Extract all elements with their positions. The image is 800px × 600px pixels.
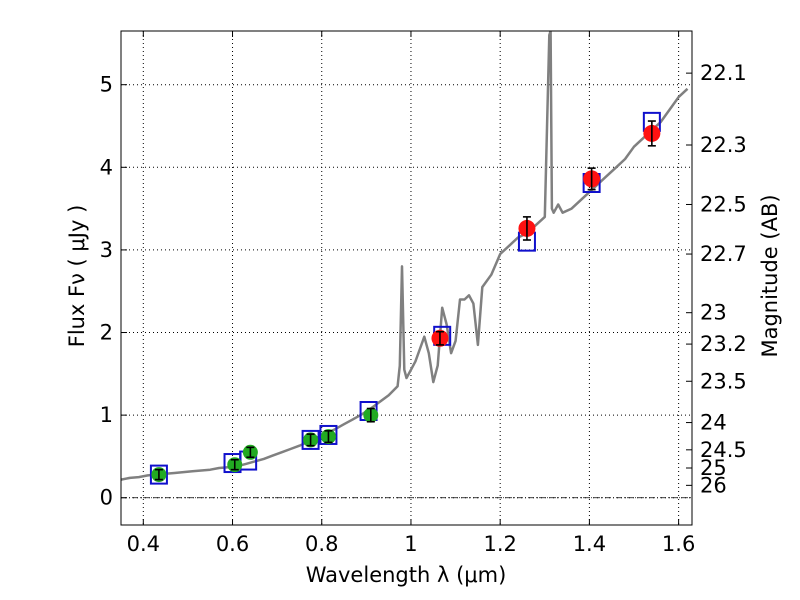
- x-tick-label: 1.4: [573, 532, 606, 556]
- y-tick-label: 2: [100, 321, 113, 345]
- x-tick-label: 0.4: [127, 532, 160, 556]
- y2-tick-label: 22.1: [700, 61, 747, 85]
- x-tick-label: 0.8: [305, 532, 338, 556]
- y-tick-label: 4: [100, 155, 113, 179]
- x-tick-label: 1: [404, 532, 417, 556]
- x-tick-label: 0.6: [216, 532, 249, 556]
- y-tick-label: 5: [100, 73, 113, 97]
- y2-tick-label: 24.5: [700, 438, 747, 462]
- axis-ticks: [121, 31, 692, 525]
- plot-frame: [121, 31, 692, 525]
- series-clip-group: [121, 31, 689, 485]
- x-axis-title: Wavelength λ (μm): [306, 563, 507, 587]
- y-tick-label: 0: [100, 486, 113, 510]
- y2-tick-label: 24: [700, 411, 727, 435]
- y2-tick-label: 22.3: [700, 133, 747, 157]
- model-square-point: [301, 429, 320, 450]
- model-square-point: [149, 464, 168, 485]
- y-tick-label: 1: [100, 403, 113, 427]
- y2-tick-label: 22.7: [700, 242, 747, 266]
- y2-axis-title: Magnitude (AB): [758, 194, 782, 357]
- series-group: [121, 31, 689, 485]
- x-tick-label: 1.2: [483, 532, 516, 556]
- x-tick-label: 1.6: [662, 532, 695, 556]
- y2-tick-label: 25: [700, 456, 727, 480]
- y-tick-label: 3: [100, 238, 113, 262]
- y2-tick-label: 26: [700, 473, 727, 497]
- plot-border: [120, 30, 693, 526]
- y2-tick-label: 22.5: [700, 192, 747, 216]
- y2-tick-label: 23.2: [700, 332, 747, 356]
- y2-tick-label: 23: [700, 301, 727, 325]
- y2-tick-label: 23.5: [700, 369, 747, 393]
- y-axis-title: Flux Fν ( μJy ): [65, 205, 89, 348]
